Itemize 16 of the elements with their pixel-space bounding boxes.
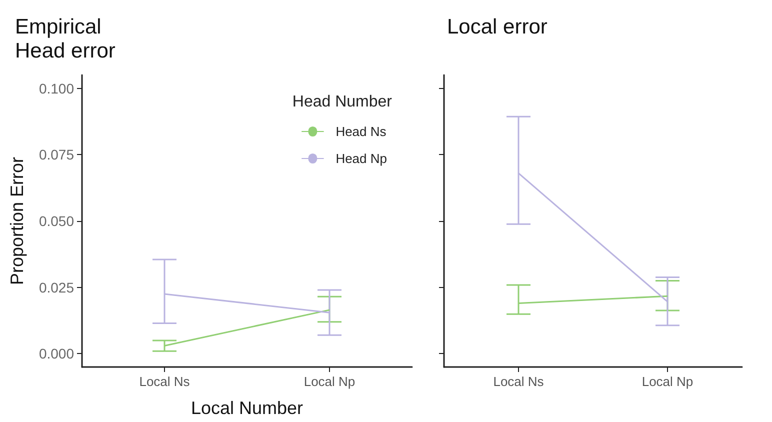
legend-label: Head Ns bbox=[336, 124, 387, 139]
x-tick-label: Local Ns bbox=[139, 374, 190, 389]
y-tick-label: 0.050 bbox=[38, 213, 74, 229]
y-tick-label: 0.075 bbox=[38, 146, 74, 163]
x-tick-label: Local Ns bbox=[493, 374, 544, 389]
chart-title: Empirical Head error bbox=[15, 16, 116, 62]
y-tick-label: 0.100 bbox=[38, 80, 74, 96]
x-tick-label: Local Np bbox=[304, 374, 356, 389]
y-tick-label: 0.025 bbox=[38, 279, 74, 296]
x-axis-title: Local Number bbox=[190, 398, 304, 418]
y-axis-title: Proportion Error bbox=[7, 156, 27, 286]
y-tick-label: 0.000 bbox=[38, 346, 74, 362]
chart-title: Local error bbox=[447, 16, 548, 38]
legend-label: Head Np bbox=[336, 151, 388, 166]
x-tick-label: Local Np bbox=[642, 374, 694, 389]
legend-title: Head Number bbox=[292, 94, 393, 110]
